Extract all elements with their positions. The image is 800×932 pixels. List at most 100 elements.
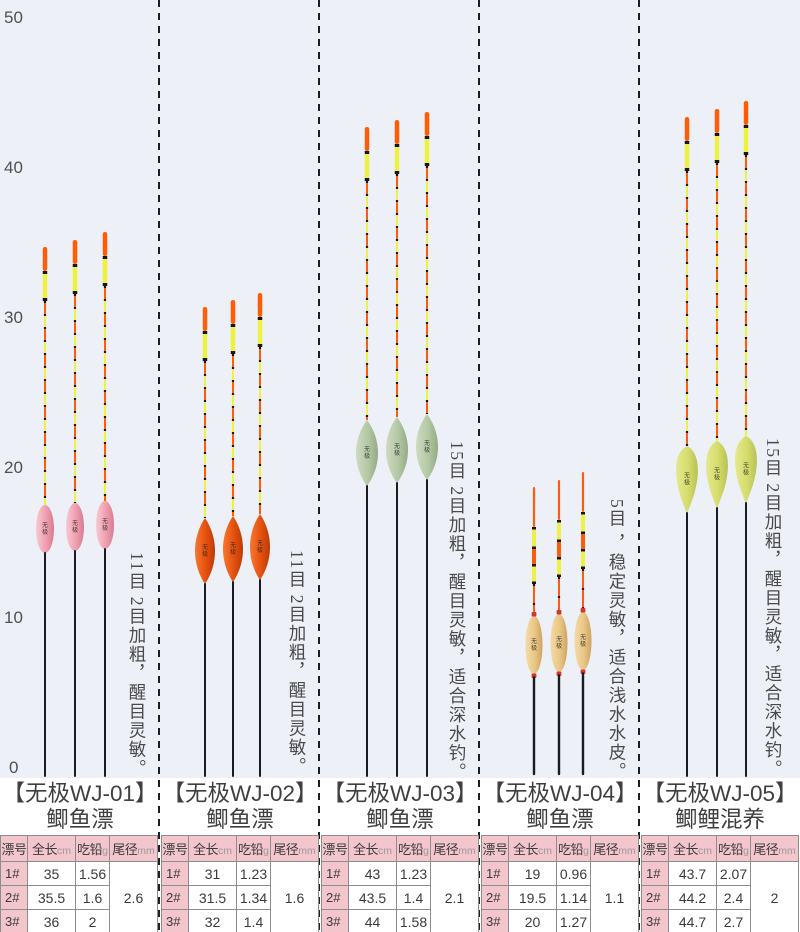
header-tail: 尾径mm bbox=[109, 835, 158, 862]
table-row: 1# 43 1.23 2.1 bbox=[321, 861, 479, 932]
cell-length: 44.7 bbox=[668, 909, 717, 932]
svg-text:极: 极 bbox=[102, 524, 108, 532]
panel-title-model: 【无极WJ-04】 bbox=[482, 781, 638, 806]
svg-text:无: 无 bbox=[394, 443, 400, 450]
panel-title: 【无极WJ-04】 鲫鱼漂 bbox=[480, 781, 640, 833]
cell-length: 44.2 bbox=[668, 885, 717, 910]
table-row: 1# 19 0.96 1.1 bbox=[481, 861, 639, 932]
panel-title-type: 鲫鱼漂 bbox=[366, 807, 434, 832]
svg-text:无: 无 bbox=[202, 544, 208, 551]
spec-table: 漂号 全长cm 吃铅g 尾径mm 1# 43 1.23 2.1 2# 43.5 … bbox=[321, 835, 479, 932]
cell-length: 43.5 bbox=[348, 885, 397, 910]
svg-text:极: 极 bbox=[42, 528, 48, 536]
cell-weight: 2.4 bbox=[716, 885, 751, 910]
table-row: 2# 44.2 2.4 bbox=[641, 885, 799, 910]
svg-text:无: 无 bbox=[102, 518, 108, 525]
fishing-float: 无极 bbox=[249, 293, 271, 777]
fishing-float: 无极 bbox=[66, 240, 84, 777]
panel-title-model: 【无极WJ-02】 bbox=[162, 781, 318, 806]
svg-text:极: 极 bbox=[230, 548, 236, 556]
svg-text:极: 极 bbox=[556, 642, 562, 650]
cell-weight: 2.07 bbox=[716, 861, 751, 886]
svg-text:极: 极 bbox=[531, 644, 537, 652]
fishing-float: 无极 bbox=[574, 472, 592, 776]
cell-weight: 2 bbox=[75, 909, 110, 932]
cell-no: 1# bbox=[0, 861, 28, 886]
svg-text:无: 无 bbox=[580, 634, 586, 641]
fishing-float: 无极 bbox=[525, 487, 543, 776]
cell-weight: 1.58 bbox=[396, 909, 431, 932]
panel-title: 【无极WJ-01】 鲫鱼漂 bbox=[0, 781, 160, 833]
fishing-float: 无极 bbox=[735, 101, 757, 777]
header-float-no: 漂号 bbox=[641, 835, 669, 862]
header-length: 全长cm bbox=[27, 835, 76, 862]
svg-text:无: 无 bbox=[72, 520, 78, 527]
header-weight: 吃铅g bbox=[556, 835, 591, 862]
svg-text:无: 无 bbox=[424, 440, 430, 447]
cell-weight: 1.23 bbox=[396, 861, 431, 886]
panel-description: 15目 2目加粗，醒目灵敏，适合深水钓。 bbox=[763, 438, 783, 779]
cell-no: 2# bbox=[321, 885, 349, 910]
cell-tail: 1.1 bbox=[590, 861, 639, 932]
fishing-float: 无极 bbox=[36, 247, 54, 777]
cell-no: 2# bbox=[0, 885, 28, 910]
spec-table: 漂号 全长cm 吃铅g 尾径mm 1# 35 1.56 2.6 2# 35.5 … bbox=[0, 835, 158, 932]
cell-length: 19.5 bbox=[508, 885, 557, 910]
panel-description: 11目 2目加粗，醒目灵敏。 bbox=[127, 552, 147, 778]
cell-weight: 1.6 bbox=[75, 885, 110, 910]
table-row: 3# 44.7 2.7 bbox=[641, 909, 799, 932]
table-row: 1# 43.7 2.07 2 bbox=[641, 861, 799, 932]
cell-no: 1# bbox=[321, 861, 349, 886]
spec-table: 漂号 全长cm 吃铅g 尾径mm 1# 31 1.23 1.6 2# 31.5 … bbox=[161, 835, 319, 932]
table-row: 1# 35 1.56 2.6 bbox=[0, 861, 158, 932]
header-weight: 吃铅g bbox=[396, 835, 431, 862]
ruler-label-10: 10 bbox=[4, 608, 23, 627]
cell-length: 35.5 bbox=[27, 885, 76, 910]
cell-tail: 1.6 bbox=[270, 861, 319, 932]
table-row: 3# 44 1.58 bbox=[321, 909, 479, 932]
cell-no: 3# bbox=[481, 909, 509, 932]
svg-text:极: 极 bbox=[364, 452, 370, 460]
fishing-float: 无极 bbox=[385, 120, 409, 777]
svg-text:无: 无 bbox=[714, 468, 720, 475]
cell-no: 2# bbox=[641, 885, 669, 910]
cell-weight: 2.7 bbox=[716, 909, 751, 932]
panel-title: 【无极WJ-02】 鲫鱼漂 bbox=[160, 781, 320, 833]
svg-text:无: 无 bbox=[42, 522, 48, 529]
svg-text:极: 极 bbox=[714, 474, 720, 482]
ruler-label-50: 50 bbox=[4, 8, 23, 27]
svg-text:无: 无 bbox=[364, 446, 370, 453]
cell-tail: 2.1 bbox=[430, 861, 479, 932]
cell-weight: 1.4 bbox=[236, 909, 271, 932]
panel-title: 【无极WJ-03】 鲫鱼漂 bbox=[320, 781, 480, 833]
cell-length: 19 bbox=[508, 861, 557, 886]
fishing-float: 无极 bbox=[222, 300, 244, 777]
cell-no: 2# bbox=[161, 885, 189, 910]
cell-no: 1# bbox=[641, 861, 669, 886]
table-header-row: 漂号 全长cm 吃铅g 尾径mm bbox=[481, 835, 639, 862]
cell-length: 36 bbox=[27, 909, 76, 932]
panel-title-type: 鲫鱼漂 bbox=[526, 807, 594, 832]
header-length: 全长cm bbox=[508, 835, 557, 862]
svg-text:无: 无 bbox=[257, 540, 263, 547]
header-tail: 尾径mm bbox=[750, 835, 799, 862]
cell-no: 1# bbox=[481, 861, 509, 886]
table-row: 3# 20 1.27 bbox=[481, 909, 639, 932]
cell-length: 20 bbox=[508, 909, 557, 932]
panel-title-type: 鲫鱼漂 bbox=[46, 807, 114, 832]
cell-no: 3# bbox=[321, 909, 349, 932]
cell-tail: 2 bbox=[750, 861, 799, 932]
table-header-row: 漂号 全长cm 吃铅g 尾径mm bbox=[321, 835, 479, 862]
cell-tail: 2.6 bbox=[109, 861, 158, 932]
header-tail: 尾径mm bbox=[430, 835, 479, 862]
ruler-label-20: 20 bbox=[4, 458, 23, 477]
panel-title-model: 【无极WJ-05】 bbox=[642, 781, 798, 806]
table-row: 2# 19.5 1.14 bbox=[481, 885, 639, 910]
ruler-label-0: 0 bbox=[9, 758, 19, 777]
header-tail: 尾径mm bbox=[270, 835, 319, 862]
panel-title-type: 鲫鱼漂 bbox=[206, 807, 274, 832]
header-length: 全长cm bbox=[188, 835, 237, 862]
table-row: 3# 32 1.4 bbox=[161, 909, 319, 932]
svg-text:极: 极 bbox=[684, 479, 690, 487]
